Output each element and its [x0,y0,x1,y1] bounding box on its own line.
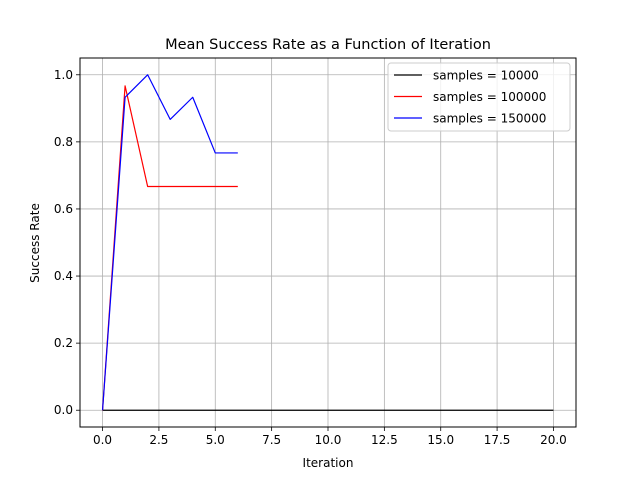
x-tick-label: 12.5 [371,433,398,447]
x-tick-label: 17.5 [484,433,511,447]
x-tick-label: 20.0 [540,433,567,447]
y-axis-label: Success Rate [28,203,42,283]
y-tick-label: 0.8 [54,135,73,149]
y-tick-label: 0.0 [54,403,73,417]
legend: samples = 10000 samples = 100000 samples =… [387,62,571,132]
series-line-3 [101,74,238,411]
series-lines [101,74,554,411]
legend-box [387,62,571,132]
y-tick-label: 0.6 [54,202,73,216]
x-tick-label: 2.5 [149,433,168,447]
x-axis-label: Iteration [303,456,354,470]
x-tick-label: 7.5 [262,433,281,447]
chart-title: Mean Success Rate as a Function of Itera… [165,37,491,53]
series-line-2 [101,85,238,411]
y-axis-ticks: 0.0 0.2 0.4 0.6 0.8 1.0 [54,68,80,417]
x-tick-label: 5.0 [206,433,225,447]
legend-items: samples = 10000 samples = 100000 samples =… [394,69,546,126]
x-tick-label: 15.0 [427,433,454,447]
y-tick-label: 0.2 [54,336,73,350]
y-tick-label: 0.4 [54,269,73,283]
x-axis-ticks: 0.0 2.5 5.0 7.5 10.0 12.5 15.0 17.5 20.0 [93,427,567,447]
x-tick-label: 10.0 [315,433,342,447]
legend-label: samples = 150000 [433,112,546,126]
legend-label: samples = 10000 [433,69,539,83]
x-tick-label: 0.0 [93,433,112,447]
y-tick-label: 1.0 [54,68,73,82]
legend-label: samples = 100000 [433,90,546,104]
